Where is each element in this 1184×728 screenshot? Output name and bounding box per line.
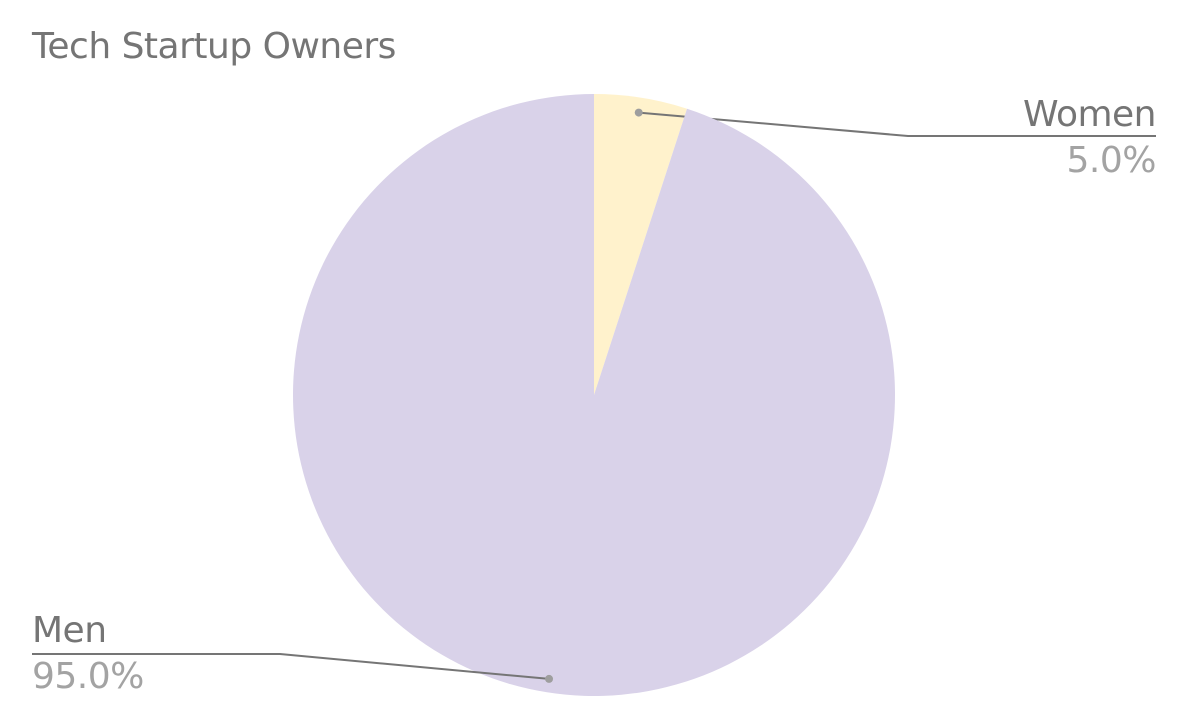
leader-dot-women: [634, 108, 643, 117]
chart-title: Tech Startup Owners: [32, 26, 396, 67]
pie-slice-men: [292, 94, 895, 696]
leader-dot-men: [545, 674, 554, 683]
slice-label-women: Women: [1023, 94, 1156, 135]
slice-value-men: 95.0%: [32, 656, 144, 697]
slice-label-men: Men: [32, 610, 107, 651]
pie-slice-women: [594, 94, 688, 395]
leader-line-men: [32, 653, 550, 680]
slice-value-women: 5.0%: [1067, 140, 1156, 181]
leader-line-women: [638, 111, 1156, 137]
